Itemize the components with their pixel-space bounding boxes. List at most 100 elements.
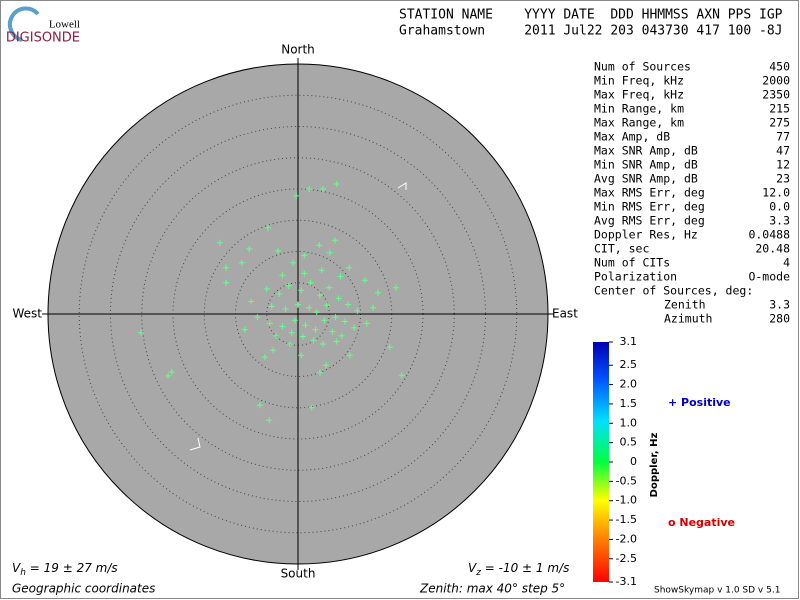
colorbar-label: Doppler, Hz [649,433,660,498]
corner-mark [397,182,407,190]
source-point [298,352,305,359]
source-point [306,304,313,311]
stat-label: Max SNR Amp, dB [594,144,698,158]
stat-heading: Center of Sources, deg: [594,284,753,298]
source-point [310,337,317,344]
colorbar-tick-label: -0.5 [616,474,637,487]
colorbar-tick-label: 2.5 [620,358,638,371]
source-point [165,372,171,379]
colorbar-tick-label: -2.0 [616,532,637,545]
stat-label: Min SNR Amp, dB [594,158,698,172]
source-point [261,354,268,361]
stat-value: 275 [769,116,790,130]
source-point [333,181,340,187]
source-point [329,328,336,335]
source-point [263,286,270,292]
legend-positive: + Positive [668,396,731,409]
stat-value: 280 [769,312,790,326]
stat-label: Num of Sources [594,60,691,74]
colorbar-tick-label: -3.1 [616,575,637,588]
source-point [313,309,320,316]
stat-label: Min RMS Err, deg [594,200,705,214]
colorbar-tick-label: 3.1 [620,335,638,348]
source-point [279,323,286,330]
source-point [246,246,253,252]
stat-label: Avg SNR Amp, dB [594,172,698,186]
source-point [331,237,338,244]
colorbar-tick-label: 1.0 [620,416,638,429]
vz: Vz = -10 ± 1 m/s [468,561,569,578]
stat-value: 20.48 [755,242,790,256]
header-line2: Grahamstown 2011 Jul22 203 043730 417 10… [399,24,783,39]
direction-label: South [281,567,316,581]
stat-label: Min Freq, kHz [594,74,684,88]
source-point [279,272,286,279]
source-point [301,270,308,277]
stat-value: O-mode [748,270,790,284]
source-point [307,279,314,286]
colorbar-tick-label: 2.0 [620,378,638,391]
source-point [223,264,230,271]
stat-label: Polarization [594,270,677,284]
stat-value: 12.0 [762,186,790,200]
colorbar-tick-label: 0 [630,455,637,468]
source-point [291,317,298,324]
source-point [312,326,319,333]
source-point [386,344,393,351]
source-point [306,186,313,192]
source-point [275,247,281,254]
coords-note: Geographic coordinates [12,582,155,596]
stat-label: Max RMS Err, deg [594,186,705,200]
source-point [216,239,223,246]
stat-value: 47 [776,144,790,158]
stat-value: 0.0 [769,200,790,214]
source-point [270,347,276,354]
source-point [266,320,273,327]
source-point [265,224,271,231]
source-point [168,369,175,376]
source-point [363,320,370,327]
stat-label: CIT, sec [594,242,649,256]
source-point [393,284,400,291]
source-point [375,289,381,296]
source-point [288,329,295,336]
stat-value: 3.3 [769,214,790,228]
source-point [238,259,245,266]
source-point [332,314,339,321]
stat-value: 4 [783,256,790,270]
stat-label: Max Freq, kHz [594,88,684,102]
source-point [333,338,340,345]
header-line1: STATION NAME YYYY DATE DDD HHMMSS AXN PP… [399,8,783,23]
stat-label: Min Range, km [594,102,684,116]
source-point [316,242,323,249]
source-point [268,303,275,310]
source-point [293,192,300,199]
source-point [282,306,289,312]
source-point [286,341,293,347]
vh: Vh = 19 ± 27 m/s [12,561,118,578]
stat-label: Max Range, km [594,116,684,130]
source-point [337,273,344,280]
credit: ShowSkymap v 1.0 SD v 5.1 [654,586,780,596]
source-point [138,329,145,336]
source-point [266,417,273,424]
colorbar-tick-label: -1.0 [616,494,637,507]
source-point [273,332,280,339]
zenith-note: Zenith: max 40° step 5° [419,582,565,596]
source-point [285,282,292,289]
source-point [301,252,308,259]
source-point [248,298,255,305]
source-point [326,284,333,291]
stat-value: 0.0488 [748,228,790,242]
source-point [370,304,376,311]
source-point [323,362,330,369]
legend-negative: o Negative [668,516,735,529]
source-point [351,324,358,331]
colorbar-tick-label: -2.5 [616,552,637,565]
stat-value: 2000 [762,74,790,88]
source-point [335,295,342,302]
stat-label: Max Amp, dB [594,130,670,144]
source-point [320,186,326,192]
stat-value: 77 [776,130,790,144]
